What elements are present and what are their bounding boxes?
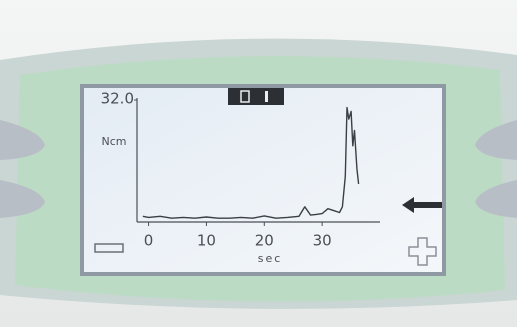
minus-icon [94,243,124,253]
x-tick-label: 30 [313,232,332,250]
status-icon [228,88,284,105]
x-tick-label: 10 [197,232,216,250]
left-button [0,180,45,218]
lcd [84,88,442,272]
right-button [475,180,517,218]
status-bar [265,91,268,102]
x-tick-label: 0 [144,232,154,250]
y-axis-label: Ncm [102,135,127,148]
left-button [0,120,45,160]
battery-icon [240,90,250,103]
plus-icon [408,237,437,266]
arrow-icon [402,197,442,213]
x-axis-label: sec [258,252,283,265]
x-tick-label: 20 [255,232,274,250]
y-tick-label: 32.0 [101,90,134,108]
line [142,106,360,219]
right-button [475,120,517,160]
